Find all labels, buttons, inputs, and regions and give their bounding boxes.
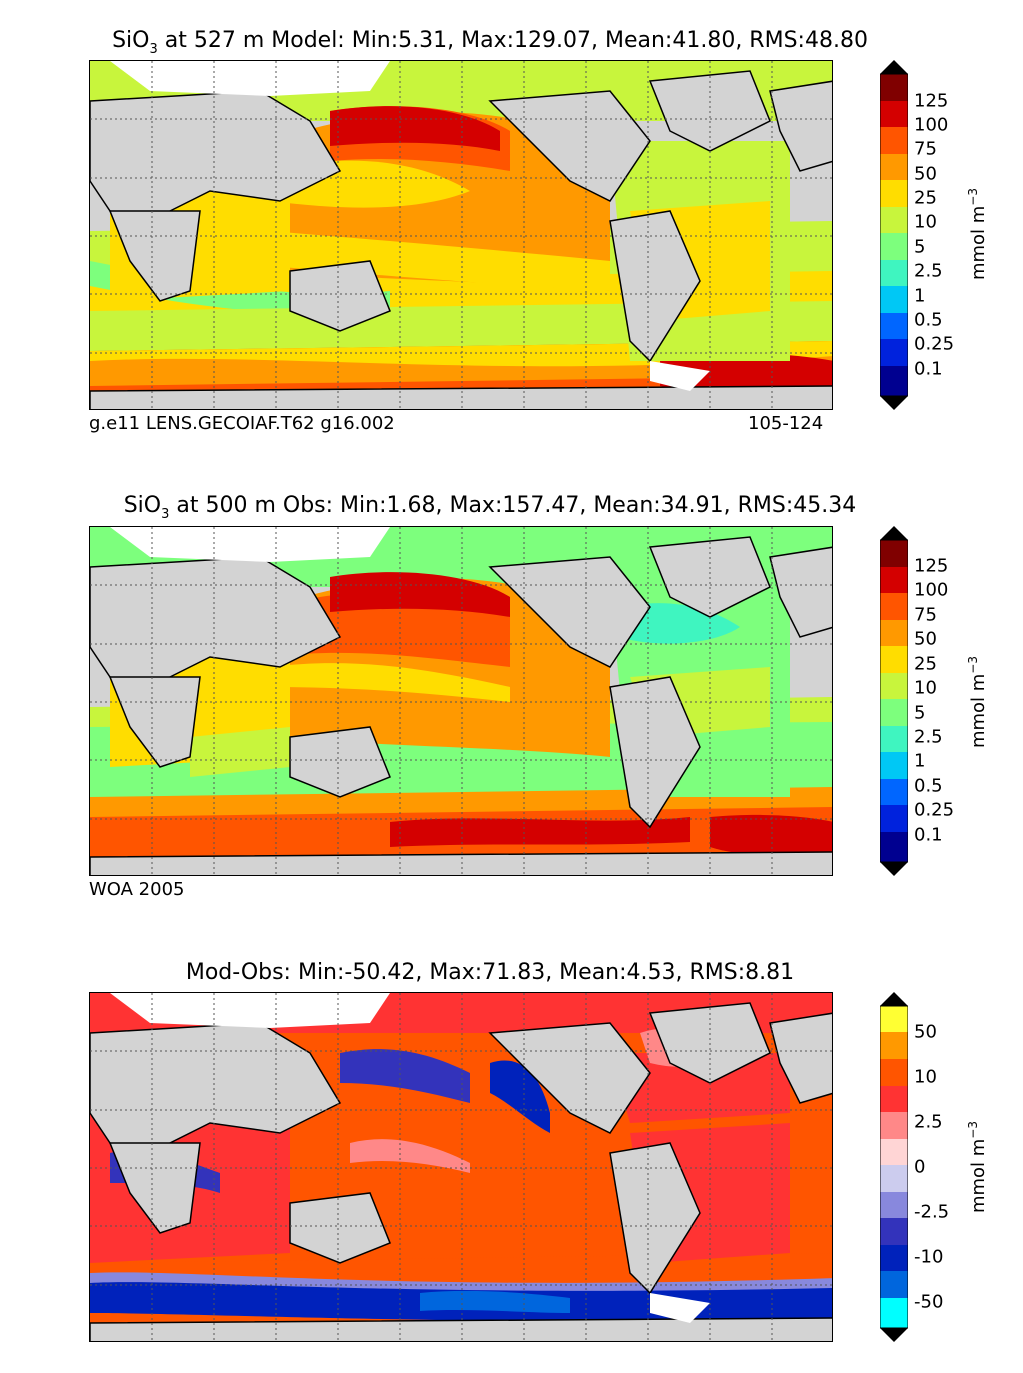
panel-1-tick: 10 xyxy=(914,211,937,233)
panel-1-unit-exp: −3 xyxy=(966,187,980,206)
panel-1-colorbar xyxy=(880,60,908,410)
panel-3-map xyxy=(89,992,833,1342)
panel-3-tick: -2.5 xyxy=(914,1201,950,1223)
panel-1-tick: 50 xyxy=(914,163,937,185)
panel-2-tick: 25 xyxy=(914,653,937,675)
panel-3-title-text: Mod-Obs: Min:-50.42, Max:71.83, Mean:4.5… xyxy=(185,960,795,985)
panel-2-caption-left: WOA 2005 xyxy=(89,879,185,900)
panel-2-tick: 125 xyxy=(914,555,949,577)
panel-2-unit-label: mmol m−3 xyxy=(966,652,990,752)
panel-2-tick: 1 xyxy=(914,750,926,772)
panel-1-caption-right: 105-124 xyxy=(748,413,824,434)
panel-2-unit-text: mmol m xyxy=(968,673,989,749)
panel-3-unit-label: mmol m−3 xyxy=(966,1117,990,1217)
panel-1-map xyxy=(89,60,833,410)
panel-1-tick: 1 xyxy=(914,285,926,307)
panel-1-tick: 125 xyxy=(914,90,949,112)
panel-1-title-text: at 527 m Model: Min:5.31, Max:129.07, Me… xyxy=(157,28,868,53)
panel-1-title-prefix: SiO xyxy=(112,28,150,53)
panel-2-tick: 2.5 xyxy=(914,726,943,748)
panel-1-title-subscript: 3 xyxy=(149,42,158,57)
panel-3-colorbar xyxy=(880,992,908,1342)
panel-2-tick: 0.1 xyxy=(914,824,943,846)
panel-1-tick: 25 xyxy=(914,187,937,209)
panel-3-tick: 2.5 xyxy=(914,1111,943,1133)
panel-1-tick: 0.1 xyxy=(914,358,943,380)
panel-3-tick: 50 xyxy=(914,1021,937,1043)
panel-3-unit-text: mmol m xyxy=(968,1138,989,1214)
panel-1-caption-left: g.e11 LENS.GECOIAF.T62 g16.002 xyxy=(89,413,395,434)
panel-2-tick: 10 xyxy=(914,677,937,699)
panel-3-tick: -50 xyxy=(914,1291,944,1313)
panel-2-title-prefix: SiO xyxy=(123,493,162,518)
panel-2-tick: 50 xyxy=(914,628,937,650)
panel-2-map xyxy=(89,526,833,876)
panel-1-tick: 0.5 xyxy=(914,309,943,331)
panel-3-colorbar-svg xyxy=(880,992,908,1342)
panel-1-tick: 75 xyxy=(914,138,937,160)
panel-2-title-text: at 500 m Obs: Min:1.68, Max:157.47, Mean… xyxy=(169,493,857,518)
panel-2-tick: 100 xyxy=(914,579,949,601)
panel-1-title: SiO3 at 527 m Model: Min:5.31, Max:129.0… xyxy=(0,28,980,57)
panel-1-unit-label: mmol m−3 xyxy=(966,184,990,284)
panel-2-tick: 75 xyxy=(914,604,937,626)
panel-3-tick: -10 xyxy=(914,1246,944,1268)
panel-2-unit-exp: −3 xyxy=(966,655,980,674)
panel-2-colorbar xyxy=(880,526,908,876)
panel-2-tick: 5 xyxy=(914,702,926,724)
panel-1-tick: 100 xyxy=(914,114,949,136)
panel-3-tick: 10 xyxy=(914,1066,937,1088)
panel-1-unit-text: mmol m xyxy=(968,205,989,281)
panel-2-title: SiO3 at 500 m Obs: Min:1.68, Max:157.47,… xyxy=(0,493,980,522)
panel-1-tick: 5 xyxy=(914,236,926,258)
panel-2-colorbar-svg xyxy=(880,526,908,876)
panel-2-title-subscript: 3 xyxy=(161,507,170,522)
panel-1-tick: 0.25 xyxy=(914,333,955,355)
panel-1-colorbar-svg xyxy=(880,60,908,410)
panel-3-title: Mod-Obs: Min:-50.42, Max:71.83, Mean:4.5… xyxy=(0,960,980,985)
panel-2-tick: 0.25 xyxy=(914,799,955,821)
panel-3-tick: 0 xyxy=(914,1156,926,1178)
panel-1-tick: 2.5 xyxy=(914,260,943,282)
panel-3-unit-exp: −3 xyxy=(966,1120,980,1139)
panel-2-tick: 0.5 xyxy=(914,775,943,797)
